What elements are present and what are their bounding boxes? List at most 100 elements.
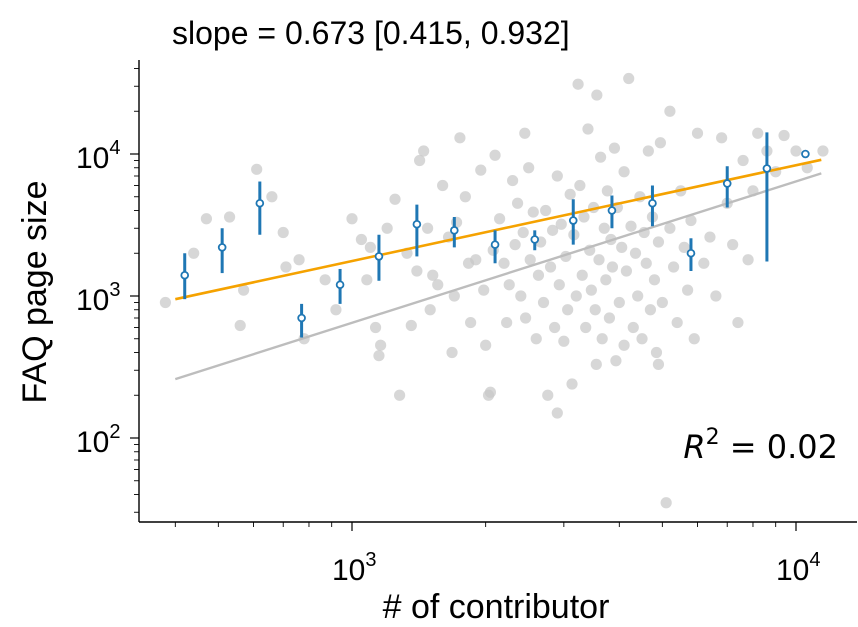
raw-data-point (578, 211, 590, 223)
raw-data-point (418, 145, 430, 157)
binned-mean-point (180, 270, 190, 280)
raw-data-point (330, 304, 342, 316)
binned-mean-point (648, 198, 657, 208)
y-tick-label-exponent: 2 (109, 421, 120, 443)
raw-data-point (636, 333, 648, 345)
raw-data-point (238, 284, 250, 296)
raw-data-point (610, 355, 622, 367)
raw-data-point (778, 129, 790, 142)
fit-line (175, 158, 822, 301)
raw-data-point (625, 220, 637, 232)
x-axis-ticks: 103 104 (174, 522, 821, 587)
raw-data-point (742, 254, 754, 266)
raw-data-point (503, 279, 515, 291)
raw-data-point (562, 304, 574, 316)
raw-data-point (629, 247, 642, 259)
raw-data-point (732, 316, 744, 329)
binned-mean-point (490, 240, 500, 249)
raw-data-point (580, 321, 592, 334)
raw-data-point (369, 321, 382, 334)
raw-data-point (544, 261, 557, 273)
raw-data-point (459, 191, 471, 203)
raw-data-point (691, 127, 704, 139)
raw-data-point (648, 274, 661, 286)
raw-data-point (414, 154, 426, 167)
raw-data-point (465, 316, 477, 329)
raw-data-point (537, 296, 550, 309)
raw-data-point (427, 269, 439, 281)
raw-data-point (591, 89, 603, 101)
raw-data-point (509, 239, 521, 251)
raw-data-point (650, 346, 663, 359)
raw-data-point (266, 191, 278, 203)
raw-points-layer (159, 72, 829, 509)
raw-data-point (293, 254, 305, 266)
raw-data-point (608, 142, 621, 154)
y-axis-label: FAQ page size (16, 180, 54, 403)
raw-data-point (484, 386, 497, 398)
raw-data-point (598, 222, 610, 234)
raw-data-point (727, 239, 739, 251)
raw-data-point (319, 274, 331, 286)
raw-data-point (361, 274, 373, 286)
raw-data-point (606, 261, 619, 273)
raw-data-point (475, 164, 487, 176)
raw-data-point (527, 206, 539, 218)
raw-data-point (549, 321, 561, 334)
binned-mean-point (255, 198, 265, 208)
y-tick-label-exponent: 4 (109, 137, 120, 159)
raw-data-point (450, 216, 463, 228)
raw-data-point (507, 174, 519, 187)
raw-data-point (620, 265, 633, 277)
raw-data-point (501, 316, 513, 329)
raw-data-point (678, 241, 690, 253)
raw-data-point (251, 163, 263, 175)
raw-data-point (159, 296, 172, 309)
raw-data-point (280, 261, 292, 273)
raw-data-point (644, 304, 657, 316)
raw-data-point (517, 226, 529, 239)
raw-data-point (667, 261, 680, 273)
raw-data-point (551, 407, 563, 419)
raw-data-point (752, 127, 764, 139)
y-tick-label: 103 (76, 279, 121, 317)
binned-mean-point (686, 248, 696, 258)
raw-data-point (489, 149, 501, 161)
raw-data-point (523, 162, 535, 174)
r-squared-value: = 0.02 (720, 428, 838, 466)
binned-mean-point (335, 280, 345, 290)
raw-data-point (478, 284, 490, 296)
raw-data-point (448, 290, 460, 302)
raw-data-point (642, 145, 654, 157)
binned-points-layer (175, 132, 822, 338)
raw-data-point (574, 179, 586, 192)
raw-data-point (652, 358, 665, 370)
raw-data-point (373, 350, 385, 362)
raw-data-point (623, 72, 635, 85)
raw-data-point (601, 185, 613, 197)
raw-data-point (411, 265, 423, 277)
raw-data-point (542, 389, 554, 401)
raw-data-point (613, 296, 625, 309)
raw-data-point (515, 290, 527, 302)
raw-data-point (346, 213, 358, 225)
raw-data-point (511, 197, 524, 209)
plot-area (159, 72, 829, 509)
raw-data-point (688, 333, 700, 345)
raw-data-point (421, 222, 434, 234)
raw-data-point (572, 78, 584, 90)
raw-data-point (698, 257, 710, 269)
raw-data-point (200, 213, 213, 225)
raw-data-point (530, 333, 542, 345)
x-axis-label: # of contributor (383, 588, 610, 626)
raw-data-point (446, 346, 458, 359)
raw-data-point (654, 137, 667, 149)
raw-data-point (652, 236, 665, 248)
raw-data-point (716, 132, 728, 144)
lines-layer (174, 172, 822, 381)
raw-data-point (817, 145, 829, 157)
raw-data-point (704, 231, 716, 243)
raw-data-point (570, 290, 582, 302)
